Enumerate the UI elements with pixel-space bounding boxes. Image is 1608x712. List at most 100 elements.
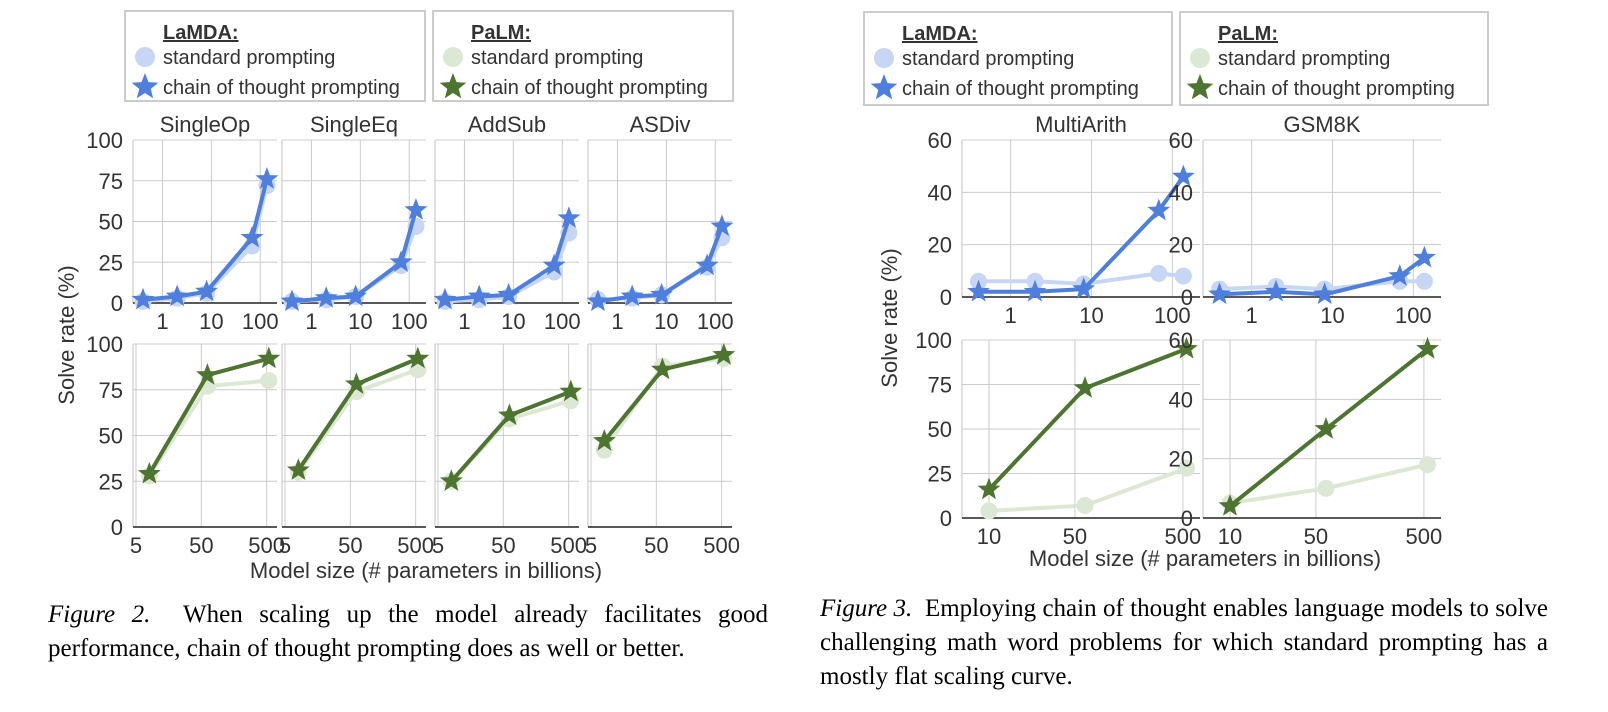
chart-panel-4: 0 25 50 75 100 5 50 500: [86, 332, 285, 558]
y-tick-label: 0: [111, 515, 123, 540]
point-cot: [1388, 264, 1412, 286]
figure2-x-axis-label: Model size (# parameters in billions): [250, 558, 602, 583]
point-standard: [409, 361, 427, 379]
point-standard: [1150, 264, 1168, 282]
y-tick-label: 0: [940, 506, 952, 531]
point-cot: [586, 289, 610, 312]
legend-label-standard: standard prompting: [471, 47, 643, 69]
figure2-caption: Figure 2. When scaling up the model alre…: [48, 598, 768, 666]
legend-title: LaMDA:: [163, 22, 239, 44]
point-cot: [389, 250, 413, 272]
point-standard: [260, 372, 278, 390]
x-tick-label: 100: [544, 309, 581, 334]
point-cot: [650, 282, 673, 305]
point-cot: [196, 363, 219, 385]
legend-marker-standard: [443, 47, 463, 67]
y-tick-label: 40: [928, 180, 952, 205]
point-cot: [1172, 164, 1195, 187]
legend-border: [432, 10, 734, 102]
figure2-label: Figure 2.: [48, 601, 151, 628]
point-cot: [651, 357, 674, 380]
y-tick-label: 20: [1169, 233, 1193, 258]
point-cot: [433, 287, 457, 310]
chart-panel-9: 0 20 40 60 1 10 100 GSM8K: [1169, 112, 1441, 328]
chart-panel-0: 0 25 50 75 100 1 10 100 SingleOp: [86, 112, 278, 334]
x-tick-label: 500: [1165, 524, 1202, 549]
x-tick-label: 1: [611, 309, 623, 334]
chart-panel-5: 5 50 500: [279, 343, 434, 558]
x-tick-label: 500: [248, 533, 285, 558]
legend-marker-standard: [874, 48, 894, 68]
point-standard: [1415, 272, 1433, 290]
panel-title: MultiArith: [1035, 112, 1127, 137]
x-tick-label: 1: [305, 309, 317, 334]
series-line-cot: [987, 347, 1188, 491]
point-cot: [1073, 376, 1097, 398]
point-cot: [557, 206, 581, 228]
figure3-x-axis-label: Model size (# parameters in billions): [1029, 546, 1381, 571]
x-tick-label: 10: [1079, 303, 1103, 328]
point-cot: [345, 372, 368, 394]
x-tick-label: 10: [1320, 303, 1344, 328]
x-tick-label: 1: [156, 309, 168, 334]
x-tick-label: 100: [1395, 303, 1432, 328]
point-cot: [497, 282, 520, 305]
legend-marker-cot: [439, 73, 467, 99]
point-cot: [592, 429, 616, 451]
legend-border: [124, 10, 426, 102]
legend-marker-cot: [870, 74, 898, 100]
legend-title: LaMDA:: [902, 23, 978, 45]
point-cot: [695, 253, 719, 276]
figure2-text: When scaling up the model already facili…: [48, 601, 768, 662]
x-tick-label: 5: [432, 533, 444, 558]
point-cot: [710, 214, 734, 237]
x-tick-label: 1: [458, 309, 470, 334]
x-tick-label: 10: [654, 309, 678, 334]
point-cot: [131, 287, 155, 310]
figure3-y-axis-label: Solve rate (%): [877, 248, 902, 387]
point-standard: [1419, 456, 1437, 474]
panel-title: SingleEq: [310, 112, 398, 137]
legend-border: [863, 11, 1173, 106]
legend-marker-standard: [135, 47, 155, 67]
y-tick-label: 60: [1169, 128, 1193, 153]
point-cot: [1175, 336, 1198, 359]
legend-label-cot: chain of thought prompting: [1218, 78, 1455, 100]
point-cot: [1413, 245, 1436, 268]
y-tick-label: 25: [928, 462, 952, 487]
point-cot: [967, 279, 990, 302]
panel-title: SingleOp: [160, 112, 251, 137]
x-tick-label: 500: [550, 533, 587, 558]
x-tick-label: 5: [279, 533, 291, 558]
y-tick-label: 25: [99, 469, 123, 494]
x-tick-label: 1: [1005, 303, 1017, 328]
x-tick-label: 50: [1063, 524, 1087, 549]
panel-title: ASDiv: [629, 112, 690, 137]
point-standard: [1174, 267, 1192, 285]
x-tick-label: 100: [1154, 303, 1191, 328]
point-cot: [1314, 417, 1338, 439]
y-tick-label: 75: [99, 378, 123, 403]
chart-panel-11: 0 20 40 60 10 50 500: [1169, 328, 1443, 549]
x-tick-label: 50: [644, 533, 668, 558]
chart-panel-6: 5 50 500: [432, 343, 587, 558]
y-tick-label: 50: [99, 424, 123, 449]
figure2-y-axis-label: Solve rate (%): [54, 265, 79, 404]
point-standard: [1076, 497, 1094, 515]
point-cot: [240, 225, 264, 248]
x-tick-label: 5: [130, 533, 142, 558]
figure3-caption: Figure 3. Employing chain of thought ena…: [820, 592, 1548, 694]
x-tick-label: 10: [1218, 524, 1242, 549]
legend-label-cot: chain of thought prompting: [471, 77, 708, 99]
x-tick-label: 50: [189, 533, 213, 558]
x-tick-label: 10: [977, 524, 1001, 549]
y-tick-label: 0: [1181, 285, 1193, 310]
panel-title: GSM8K: [1283, 112, 1360, 137]
x-tick-label: 100: [391, 309, 428, 334]
x-tick-label: 10: [199, 309, 223, 334]
point-cot: [314, 286, 338, 308]
x-tick-label: 50: [338, 533, 362, 558]
point-cot: [1313, 282, 1337, 305]
figure2-legend-palm: PaLM: standard prompting chain of thought …: [432, 10, 734, 102]
